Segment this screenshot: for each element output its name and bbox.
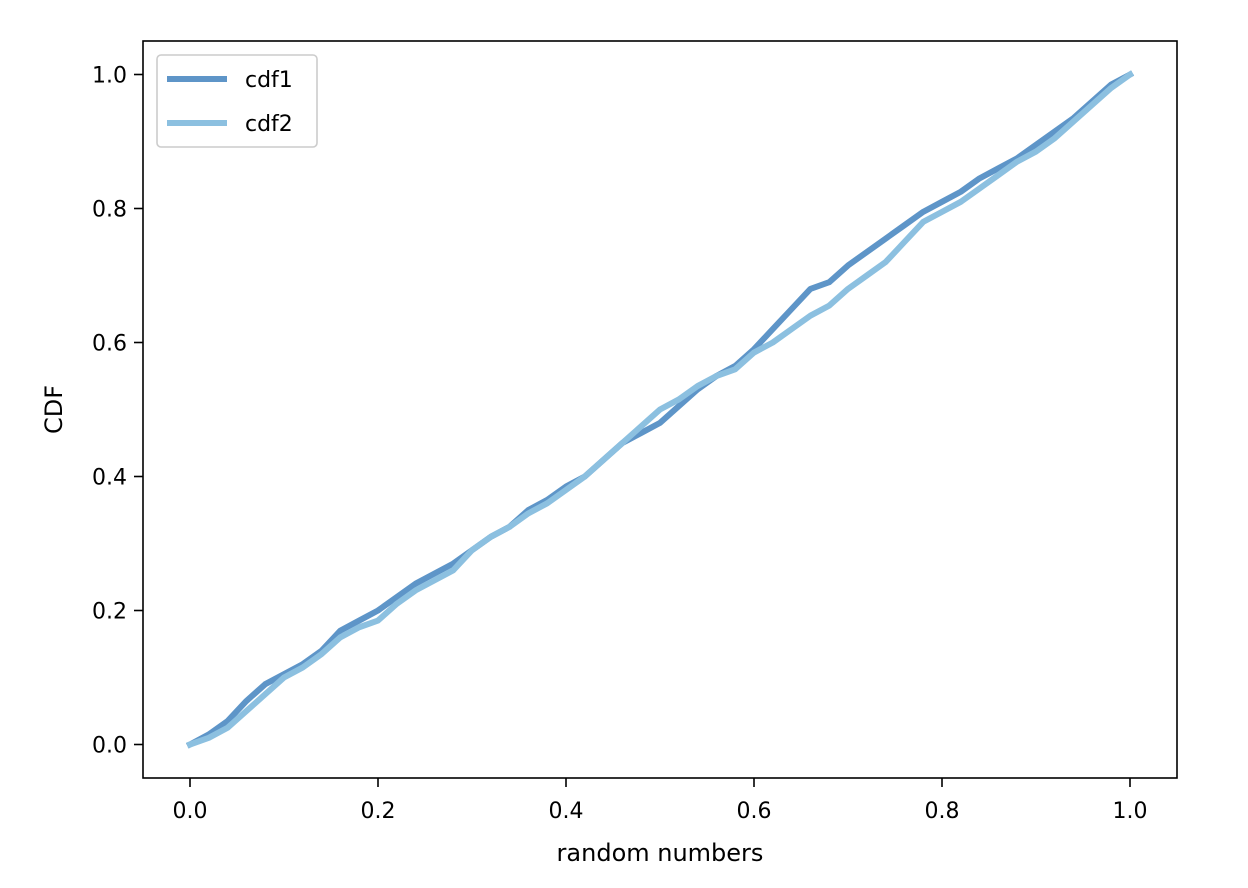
x-tick-label: 0.2 bbox=[361, 799, 396, 824]
y-tick-label: 1.0 bbox=[92, 64, 127, 89]
legend-box bbox=[156, 54, 318, 148]
y-tick-label: 0.6 bbox=[92, 332, 127, 357]
x-tick-label: 0.6 bbox=[737, 799, 772, 824]
y-tick-label: 0.8 bbox=[92, 198, 127, 223]
x-tick-label: 1.0 bbox=[1113, 799, 1148, 824]
x-tick-label: 0.0 bbox=[173, 799, 208, 824]
x-axis-label: random numbers bbox=[557, 839, 764, 867]
legend-label-cdf1: cdf1 bbox=[245, 68, 293, 93]
y-tick-label: 0.2 bbox=[92, 600, 127, 625]
legend-label-cdf2: cdf2 bbox=[245, 112, 293, 137]
y-axis-label: CDF bbox=[40, 385, 68, 434]
x-tick-label: 0.8 bbox=[925, 799, 960, 824]
y-tick-label: 0.0 bbox=[92, 734, 127, 759]
axis-labels: random numbers CDF bbox=[40, 385, 763, 867]
series-line-cdf1 bbox=[185, 70, 1135, 749]
plot-frame bbox=[142, 40, 1178, 779]
y-tick-label: 0.4 bbox=[92, 466, 127, 491]
axes: 0.0 0.2 0.4 0.6 0.8 1.0 0.0 0.2 0.4 0.6 0.8 1.0 bbox=[92, 40, 1178, 824]
x-tick-label: 0.4 bbox=[549, 799, 584, 824]
legend: cdf1 cdf2 bbox=[156, 54, 318, 148]
series-lines bbox=[185, 70, 1135, 749]
series-line-cdf2 bbox=[186, 70, 1135, 749]
